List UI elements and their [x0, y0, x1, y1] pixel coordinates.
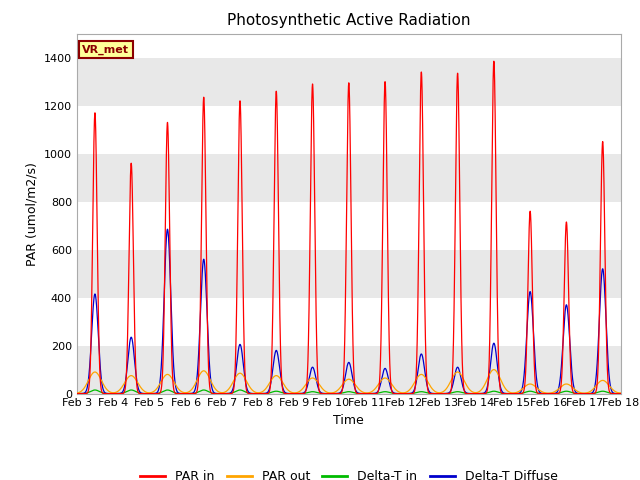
- X-axis label: Time: Time: [333, 414, 364, 427]
- Legend: PAR in, PAR out, Delta-T in, Delta-T Diffuse: PAR in, PAR out, Delta-T in, Delta-T Dif…: [135, 465, 563, 480]
- Bar: [77, 58, 621, 106]
- Bar: [77, 250, 621, 298]
- Bar: [77, 154, 621, 202]
- Y-axis label: PAR (umol/m2/s): PAR (umol/m2/s): [25, 162, 38, 265]
- Bar: [77, 346, 621, 394]
- Title: Photosynthetic Active Radiation: Photosynthetic Active Radiation: [227, 13, 470, 28]
- Text: VR_met: VR_met: [82, 44, 129, 55]
